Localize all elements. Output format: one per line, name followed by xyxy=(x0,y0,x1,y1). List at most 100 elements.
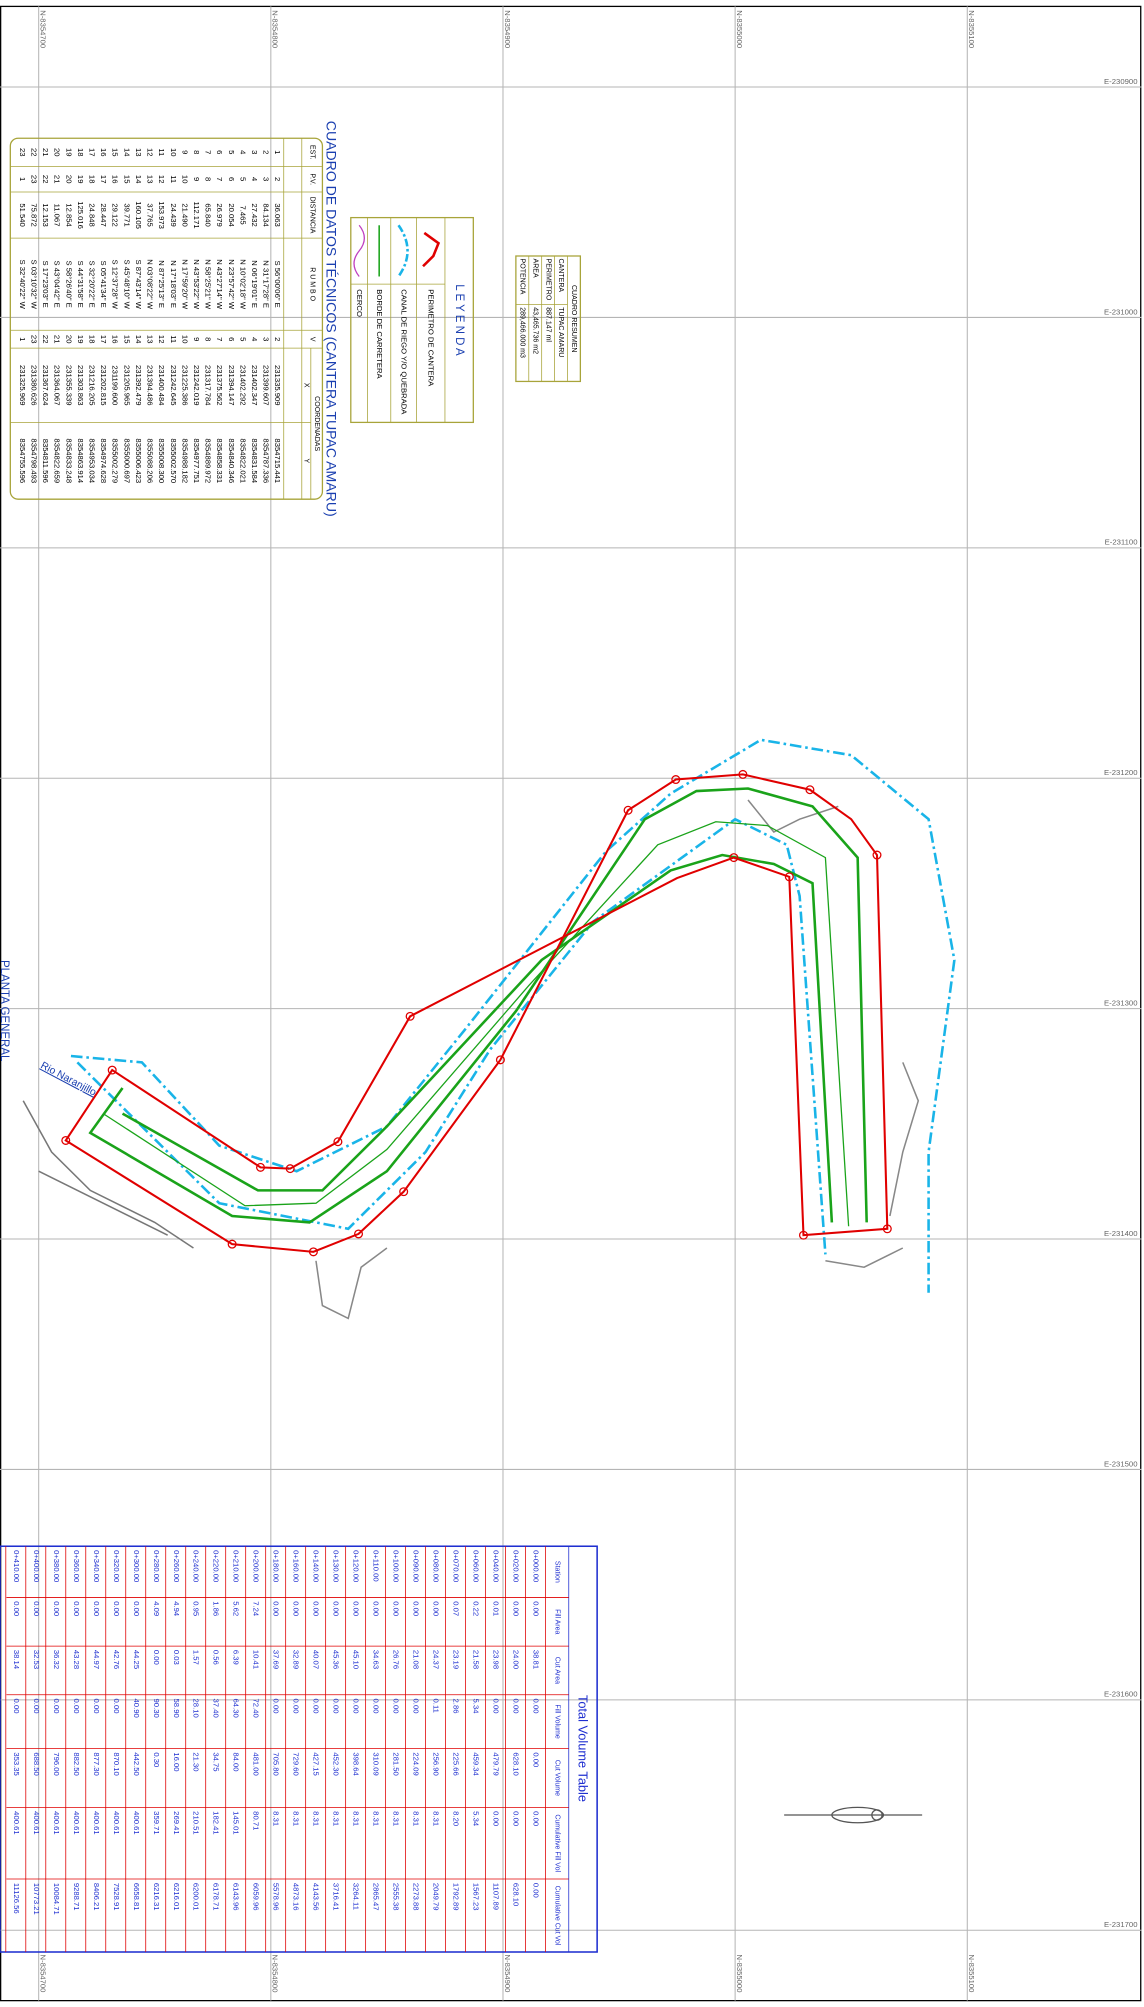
column-header: Fill Volume xyxy=(553,1704,560,1738)
table-cell: 1792.89 xyxy=(452,1883,461,1911)
table-cell: 8354822.659 xyxy=(53,438,62,483)
legend-label: CERCO xyxy=(355,289,364,317)
table-title: CUADRO DE DATOS TÉCNICOS (CANTERA TUPAC … xyxy=(323,121,339,517)
table-cell: 0+300.00 xyxy=(132,1550,141,1582)
table-cell: 8.31 xyxy=(432,1811,441,1826)
table-cell: 8355002.279 xyxy=(111,438,120,483)
table-cell: 0.00 xyxy=(332,1699,341,1714)
table-cell: 231205.965 xyxy=(122,365,131,405)
east-label: E-231700 xyxy=(1104,1920,1137,1929)
table-cell: 0.22 xyxy=(472,1601,481,1616)
table-cell: 40.07 xyxy=(312,1650,321,1669)
table-cell: S 87°43'14" W xyxy=(134,259,143,309)
table-cell: 0+220.00 xyxy=(212,1550,221,1582)
summary-value: 289,466.000 m3 xyxy=(518,307,525,358)
table-cell: 0+130.00 xyxy=(332,1550,341,1582)
table-cell: 281.50 xyxy=(392,1752,401,1775)
contour xyxy=(38,1170,169,1236)
table-cell: 231394.147 xyxy=(227,365,236,405)
table-cell: 24.37 xyxy=(432,1650,441,1669)
table-cell: 0+090.00 xyxy=(412,1550,421,1582)
table-cell: 0.00 xyxy=(532,1811,541,1826)
table-cell: 0.00 xyxy=(272,1601,281,1616)
table-cell: 231225.386 xyxy=(180,365,189,405)
table-cell: 0.00 xyxy=(532,1601,541,1616)
table-cell: 8355000.697 xyxy=(122,438,131,483)
vertex xyxy=(784,872,794,882)
table-cell: 22 xyxy=(41,335,50,344)
table-cell: 0.00 xyxy=(512,1699,521,1714)
river-label: Rio Naranjillo xyxy=(39,1060,99,1098)
table-cell: 11126.56 xyxy=(12,1883,21,1914)
table-cell: 182.41 xyxy=(212,1811,221,1834)
table-cell: 64.30 xyxy=(232,1699,241,1718)
table-cell: 8.31 xyxy=(352,1811,361,1826)
column-header: V xyxy=(308,337,315,342)
table-cell: 481.00 xyxy=(252,1752,261,1775)
table-cell: 8354755.596 xyxy=(18,438,27,483)
table-cell: 0+400.00 xyxy=(32,1550,41,1582)
table-cell: 0.95 xyxy=(192,1601,201,1616)
table-cell: 27.432 xyxy=(250,203,259,226)
table-cell: 38.14 xyxy=(12,1650,21,1670)
table-cell: 8354798.493 xyxy=(29,438,38,483)
table-cell: 15 xyxy=(122,175,131,184)
table-cell: 353.35 xyxy=(12,1752,21,1775)
table-cell: 45.36 xyxy=(332,1650,341,1669)
vertex xyxy=(285,1164,295,1174)
table-cell: 452.30 xyxy=(332,1752,341,1775)
east-label: E-231400 xyxy=(1104,1229,1137,1238)
table-cell: 0.00 xyxy=(292,1601,301,1616)
table-cell: 400.61 xyxy=(92,1811,101,1834)
table-cell: 40.90 xyxy=(132,1699,141,1718)
table-cell: 0.00 xyxy=(332,1601,341,1616)
arrow-head xyxy=(831,1806,885,1824)
table-cell: 8354811.596 xyxy=(41,439,50,483)
table-cell: 8.31 xyxy=(392,1811,401,1826)
quarry-perimeter xyxy=(64,773,889,1253)
table-cell: 11 xyxy=(169,175,178,183)
table-cell: 12 xyxy=(157,335,166,344)
table-cell: 0+380.00 xyxy=(52,1550,61,1582)
vertex xyxy=(107,1065,117,1075)
table-cell: 8354715.441 xyxy=(273,438,282,483)
table-cell: 22 xyxy=(41,175,50,184)
volume-table: Total Volume Table Station Fill Area Cut Ar… xyxy=(0,1545,598,1953)
north-label: N-8354700 xyxy=(39,10,48,48)
table-cell: 688.50 xyxy=(32,1752,41,1775)
table-cell: 705.80 xyxy=(272,1752,281,1775)
table-cell: 13 xyxy=(146,335,155,344)
east-label: E-231600 xyxy=(1104,1690,1137,1699)
column-header: DISTANCIA xyxy=(308,197,315,234)
table-cell: 0+040.00 xyxy=(492,1550,501,1582)
table-cell: 0.00 xyxy=(272,1699,281,1714)
table-cell: 8355088.206 xyxy=(146,438,155,483)
table-cell: N 23°57'42" W xyxy=(227,259,236,310)
table-cell: 8354840.346 xyxy=(227,438,236,483)
table-cell: 7 xyxy=(215,177,224,181)
table-cell: N 31°17'28" E xyxy=(262,260,271,308)
table-cell: 36.063 xyxy=(273,203,282,226)
table-cell: 0.00 xyxy=(72,1601,81,1616)
table-cell: 84.134 xyxy=(262,203,271,227)
table-cell: 3264.11 xyxy=(352,1883,361,1910)
vertex xyxy=(333,1137,343,1147)
north-label: N-8355000 xyxy=(735,1955,744,1993)
north-label: N-8355100 xyxy=(967,10,976,48)
table-cell: 12.153 xyxy=(41,203,50,226)
table-cell: 0.00 xyxy=(532,1752,541,1767)
column-header: P.V. xyxy=(308,173,315,185)
table-cell: 8354831.584 xyxy=(250,438,259,483)
contour xyxy=(747,799,839,833)
table-cell: 400.61 xyxy=(12,1811,21,1834)
table-cell: 359.71 xyxy=(152,1811,161,1834)
table-cell: 32.89 xyxy=(292,1650,301,1669)
east-label: E-231100 xyxy=(1105,538,1138,547)
table-cell: 21.58 xyxy=(472,1650,481,1669)
table-cell: 15 xyxy=(122,335,131,344)
table-cell: 6 xyxy=(215,150,224,154)
table-cell: 14 xyxy=(122,148,131,157)
table-cell: S 45°48'10" W xyxy=(122,259,131,309)
